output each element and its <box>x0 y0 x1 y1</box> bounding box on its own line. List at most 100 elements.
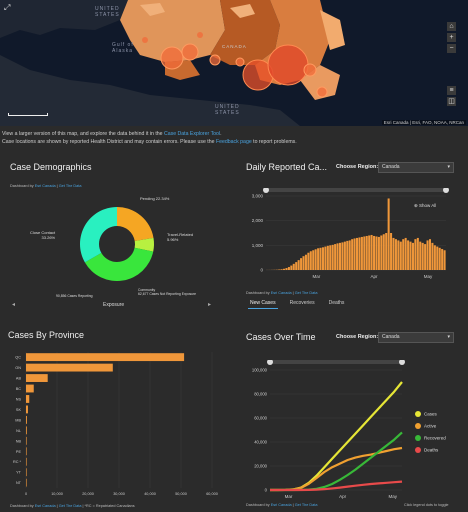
chevron-down-icon: ▾ <box>447 164 450 170</box>
daily-y-tick: 2,000 <box>252 218 264 223</box>
esri-canada-link[interactable]: Esri Canada <box>270 503 292 507</box>
overtime-region-label: Choose Region: <box>336 334 379 340</box>
get-the-data-link[interactable]: Get The Data <box>58 504 82 508</box>
legend-dot-active[interactable] <box>415 423 421 429</box>
province-bar-on <box>26 363 113 372</box>
province-label: QC <box>15 356 21 360</box>
get-the-data-link[interactable]: Get The Data <box>294 291 318 295</box>
cases-by-province-panel: Cases By Province 0 10,000 20,000 30,000 40,… <box>0 320 234 512</box>
layers-icon[interactable]: ◫ <box>447 97 456 106</box>
province-bar-nb <box>26 436 27 445</box>
esri-canada-link[interactable]: Esri Canada <box>34 184 56 188</box>
feedback-link[interactable]: Feedback page <box>215 139 252 145</box>
overtime-dashboard-credit: Dashboard by Esri Canada | Get The Data <box>246 503 317 507</box>
daily-bar <box>295 262 298 270</box>
daily-y-tick: 3,000 <box>252 194 264 199</box>
daily-bar <box>346 240 349 270</box>
province-label: NS <box>16 397 22 401</box>
home-icon[interactable]: ⌂ <box>447 22 456 31</box>
map-attribution: Esri Canada | Esri, FAO, NOAA, NRCan <box>381 120 466 125</box>
daily-bar <box>343 241 346 270</box>
daily-bar <box>292 263 295 270</box>
daily-bar <box>407 240 410 270</box>
legend-icon[interactable]: ≡ <box>447 86 456 95</box>
show-all-label: Show All <box>419 203 437 208</box>
zoom-in-button[interactable]: + <box>447 33 456 42</box>
tab-recoveries[interactable]: Recoveries <box>289 300 315 306</box>
province-bar-chart[interactable]: 0 10,000 20,000 30,000 40,000 50,000 60,000 QC O… <box>0 348 234 508</box>
daily-bar <box>421 242 424 270</box>
next-chart-arrow-icon[interactable]: ▸ <box>208 302 212 308</box>
province-x-tick: 10,000 <box>51 492 63 496</box>
daily-tabs: New Cases Recoveries Deaths <box>248 299 346 309</box>
daily-bar <box>399 241 402 270</box>
cases-over-time-chart[interactable]: 100,000 80,000 60,000 40,000 20,000 0 Mar Apr Ma… <box>234 360 468 510</box>
daily-bar <box>336 243 339 270</box>
exposure-donut-chart[interactable] <box>0 192 234 312</box>
esri-canada-link[interactable]: Esri Canada <box>34 504 56 508</box>
case-map[interactable]: ⤢ UNITED STATES Gulf of Alaska CANADA UN… <box>0 0 468 126</box>
case-demographics-title: Case Demographics <box>10 162 92 172</box>
legend-dot-recovered[interactable] <box>415 435 421 441</box>
chevron-down-icon: ▾ <box>447 334 450 340</box>
overtime-y-tick: 60,000 <box>254 416 267 421</box>
daily-bar <box>331 244 334 270</box>
daily-reported-title: Daily Reported Ca... <box>246 162 328 172</box>
map-canvas[interactable] <box>0 0 468 126</box>
overtime-y-tick: 20,000 <box>254 464 267 469</box>
map-label-canada: CANADA <box>222 44 247 49</box>
overtime-x-tick: Mar <box>285 494 293 499</box>
get-the-data-link[interactable]: Get The Data <box>294 503 318 507</box>
daily-bar <box>348 240 351 270</box>
overtime-slider-handle-left <box>267 360 273 365</box>
province-label: NT <box>16 481 22 485</box>
donut-slice-pending <box>117 207 154 242</box>
daily-bar <box>385 233 388 270</box>
province-bar-nt <box>26 478 27 487</box>
daily-region-label: Choose Region: <box>336 164 379 170</box>
legend-dot-deaths[interactable] <box>415 447 421 453</box>
zoom-out-button[interactable]: − <box>447 44 456 53</box>
daily-bar <box>397 240 400 270</box>
daily-bar <box>433 245 436 270</box>
tab-new-cases[interactable]: New Cases <box>248 299 278 309</box>
legend-hint: Click legend dots to toggle <box>404 503 449 507</box>
daily-bar <box>334 244 337 270</box>
province-label: NB <box>16 439 22 443</box>
legend-label-active: Active <box>424 424 437 429</box>
daily-bar <box>414 239 417 270</box>
province-bar-ab <box>26 374 48 382</box>
case-data-explorer-link[interactable]: Case Data Explorer Tool <box>163 131 221 137</box>
legend-dot-cases[interactable] <box>415 411 421 417</box>
show-all-button[interactable]: ⊕ Show All <box>414 203 436 209</box>
daily-bar <box>387 198 390 270</box>
province-x-tick: 30,000 <box>113 492 125 496</box>
prev-chart-arrow-icon[interactable]: ◂ <box>12 302 16 308</box>
daily-region-value: Canada <box>382 164 400 170</box>
daily-region-select[interactable]: Canada ▾ <box>378 162 454 173</box>
daily-cases-chart[interactable]: 3,000 2,000 1,000 0 Mar Apr May <box>234 188 468 284</box>
province-bar-mb <box>26 415 27 424</box>
map-expand-icon[interactable]: ⤢ <box>4 3 11 12</box>
label-pending: Pending 22.34% <box>140 196 170 201</box>
label-cases-reporting: 90,856 Cases Reporting <box>56 294 93 298</box>
overtime-range-slider <box>270 360 402 364</box>
info-line2-post: to report problems. <box>251 139 297 145</box>
province-bar-qc <box>26 353 185 362</box>
esri-canada-link[interactable]: Esri Canada <box>270 291 292 295</box>
daily-bar <box>416 237 419 270</box>
daily-bar <box>338 242 342 270</box>
tab-deaths[interactable]: Deaths <box>328 300 345 306</box>
label-travel-related: Travel-Related 5.96% <box>167 232 194 242</box>
province-bar-sk <box>26 405 28 414</box>
province-bar-nl <box>26 426 27 435</box>
daily-bar <box>380 235 383 270</box>
daily-bar <box>373 235 376 270</box>
map-label-united-states-south: UNITED STATES <box>215 104 240 116</box>
province-bar-yt <box>26 468 27 477</box>
overtime-region-select[interactable]: Canada ▾ <box>378 332 454 343</box>
province-x-tick: 60,000 <box>206 492 218 496</box>
province-x-tick: 40,000 <box>144 492 156 496</box>
map-scale-bar <box>8 113 48 116</box>
get-the-data-link[interactable]: Get The Data <box>58 184 82 188</box>
